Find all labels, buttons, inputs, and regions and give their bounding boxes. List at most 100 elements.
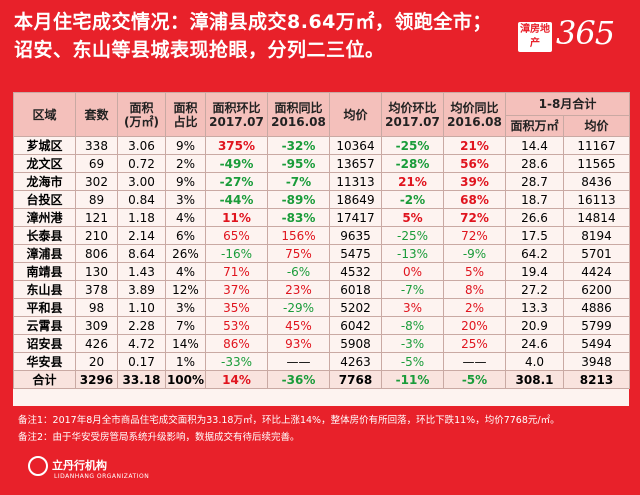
header-ytd: 1-8月合计 bbox=[505, 92, 630, 116]
cell-price-yoy: 72% bbox=[443, 226, 506, 245]
cell-price-yoy: 56% bbox=[443, 154, 506, 173]
cell-region: 漳浦县 bbox=[13, 244, 76, 263]
transaction-table: 区域 套数 面积 (万㎡) 面积 占比 面积环比 2017.07 面积同比 20… bbox=[13, 92, 630, 389]
cell-price: 5475 bbox=[329, 244, 382, 263]
cell-share: 4% bbox=[165, 208, 206, 227]
cell-price: 13657 bbox=[329, 154, 382, 173]
cell-price-yoy: 72% bbox=[443, 208, 506, 227]
cell-price-yoy: 25% bbox=[443, 334, 506, 353]
cell-price: 11313 bbox=[329, 172, 382, 191]
cell-price-yoy: 20% bbox=[443, 316, 506, 335]
table-row: 诏安县 426 4.72 14% 86% 93% 5908 -3% 25% 24.6 5494 bbox=[13, 334, 630, 353]
cell-region: 龙海市 bbox=[13, 172, 76, 191]
cell-share: 12% bbox=[165, 280, 206, 299]
cell-price: 5202 bbox=[329, 298, 382, 317]
cell-price-mom: 5% bbox=[381, 208, 444, 227]
cell-area: 0.72 bbox=[117, 154, 166, 173]
cell-units: 130 bbox=[75, 262, 118, 281]
table-row: 南靖县 130 1.43 4% 71% -6% 4532 0% 5% 19.4 4424 bbox=[13, 262, 630, 281]
cell-area: 0.84 bbox=[117, 190, 166, 209]
cell-area-mom: 35% bbox=[205, 298, 268, 317]
cell-region: 南靖县 bbox=[13, 262, 76, 281]
cell-ytd-price: 16113 bbox=[563, 190, 630, 209]
cell-price-mom: -5% bbox=[381, 352, 444, 371]
cell-area: 1.10 bbox=[117, 298, 166, 317]
cell-price-mom: 0% bbox=[381, 262, 444, 281]
cell-ytd-area: 19.4 bbox=[505, 262, 564, 281]
cell-area: 3.89 bbox=[117, 280, 166, 299]
table-row: 云霄县 309 2.28 7% 53% 45% 6042 -8% 20% 20.9 5799 bbox=[13, 316, 630, 335]
cell-area-yoy: 75% bbox=[267, 244, 330, 263]
cell-area-yoy: -6% bbox=[267, 262, 330, 281]
cell-price-yoy: 8% bbox=[443, 280, 506, 299]
header-price: 均价 bbox=[329, 92, 382, 137]
cell-share: 7% bbox=[165, 316, 206, 335]
cell-price-mom: -13% bbox=[381, 244, 444, 263]
cell-price: 17417 bbox=[329, 208, 382, 227]
cell-ytd-area: 17.5 bbox=[505, 226, 564, 245]
cell-units: 338 bbox=[75, 136, 118, 155]
cell-area-mom: -44% bbox=[205, 190, 268, 209]
cell-share: 9% bbox=[165, 136, 206, 155]
cell-price-mom: 21% bbox=[381, 172, 444, 191]
header-ytd-price: 均价 bbox=[563, 115, 630, 137]
cell-share: 2% bbox=[165, 154, 206, 173]
cell-ytd-area: 18.7 bbox=[505, 190, 564, 209]
cell-area-yoy: 156% bbox=[267, 226, 330, 245]
logo-badge: 漳房地产 bbox=[518, 22, 552, 52]
cell-region: 云霄县 bbox=[13, 316, 76, 335]
cell-area-yoy: -29% bbox=[267, 298, 330, 317]
cell-area: 3.06 bbox=[117, 136, 166, 155]
cell-units: 210 bbox=[75, 226, 118, 245]
cell-area: 8.64 bbox=[117, 244, 166, 263]
cell-area-mom: -49% bbox=[205, 154, 268, 173]
cell-ytd-area: 14.4 bbox=[505, 136, 564, 155]
cell-area-mom: 14% bbox=[205, 370, 268, 389]
cell-price-yoy: 21% bbox=[443, 136, 506, 155]
cell-region: 龙文区 bbox=[13, 154, 76, 173]
cell-price-yoy: 39% bbox=[443, 172, 506, 191]
cell-ytd-price: 8194 bbox=[563, 226, 630, 245]
cell-ytd-area: 28.7 bbox=[505, 172, 564, 191]
cell-price: 18649 bbox=[329, 190, 382, 209]
cell-area-mom: 65% bbox=[205, 226, 268, 245]
cell-region: 华安县 bbox=[13, 352, 76, 371]
cell-price-mom: -11% bbox=[381, 370, 444, 389]
cell-ytd-area: 28.6 bbox=[505, 154, 564, 173]
cell-area-yoy: -36% bbox=[267, 370, 330, 389]
table-total-row: 合计 3296 33.18 100% 14% -36% 7768 -11% -5% 308.1 82… bbox=[13, 370, 630, 389]
table-row: 长泰县 210 2.14 6% 65% 156% 9635 -25% 72% 17.5 8194 bbox=[13, 226, 630, 245]
cell-area-yoy: -95% bbox=[267, 154, 330, 173]
cell-ytd-area: 64.2 bbox=[505, 244, 564, 263]
brand: 立丹行机构 LIDANHANG ORGANIZATION bbox=[28, 456, 149, 480]
cell-region: 台投区 bbox=[13, 190, 76, 209]
cell-share: 3% bbox=[165, 190, 206, 209]
header-area-yoy: 面积同比 2016.08 bbox=[267, 92, 330, 137]
cell-ytd-area: 4.0 bbox=[505, 352, 564, 371]
cell-units: 20 bbox=[75, 352, 118, 371]
cell-area-mom: -27% bbox=[205, 172, 268, 191]
cell-price: 5908 bbox=[329, 334, 382, 353]
cell-share: 9% bbox=[165, 172, 206, 191]
cell-area-yoy: -83% bbox=[267, 208, 330, 227]
cell-price-mom: -25% bbox=[381, 226, 444, 245]
cell-ytd-price: 8213 bbox=[563, 370, 630, 389]
cell-ytd-area: 13.3 bbox=[505, 298, 564, 317]
cell-share: 1% bbox=[165, 352, 206, 371]
cell-area-mom: 53% bbox=[205, 316, 268, 335]
cell-price: 6018 bbox=[329, 280, 382, 299]
cell-area: 1.43 bbox=[117, 262, 166, 281]
cell-ytd-price: 8436 bbox=[563, 172, 630, 191]
cell-ytd-price: 11565 bbox=[563, 154, 630, 173]
cell-ytd-price: 6200 bbox=[563, 280, 630, 299]
headline-line-2: 诏安、东山等县城表现抢眼，分列二三位。 bbox=[14, 39, 385, 61]
cell-area-yoy: 93% bbox=[267, 334, 330, 353]
cell-ytd-area: 26.6 bbox=[505, 208, 564, 227]
cell-area-mom: 37% bbox=[205, 280, 268, 299]
cell-price-mom: -8% bbox=[381, 316, 444, 335]
cell-region: 长泰县 bbox=[13, 226, 76, 245]
header-units: 套数 bbox=[75, 92, 118, 137]
cell-price-mom: -3% bbox=[381, 334, 444, 353]
cell-area-yoy: -32% bbox=[267, 136, 330, 155]
cell-area: 4.72 bbox=[117, 334, 166, 353]
